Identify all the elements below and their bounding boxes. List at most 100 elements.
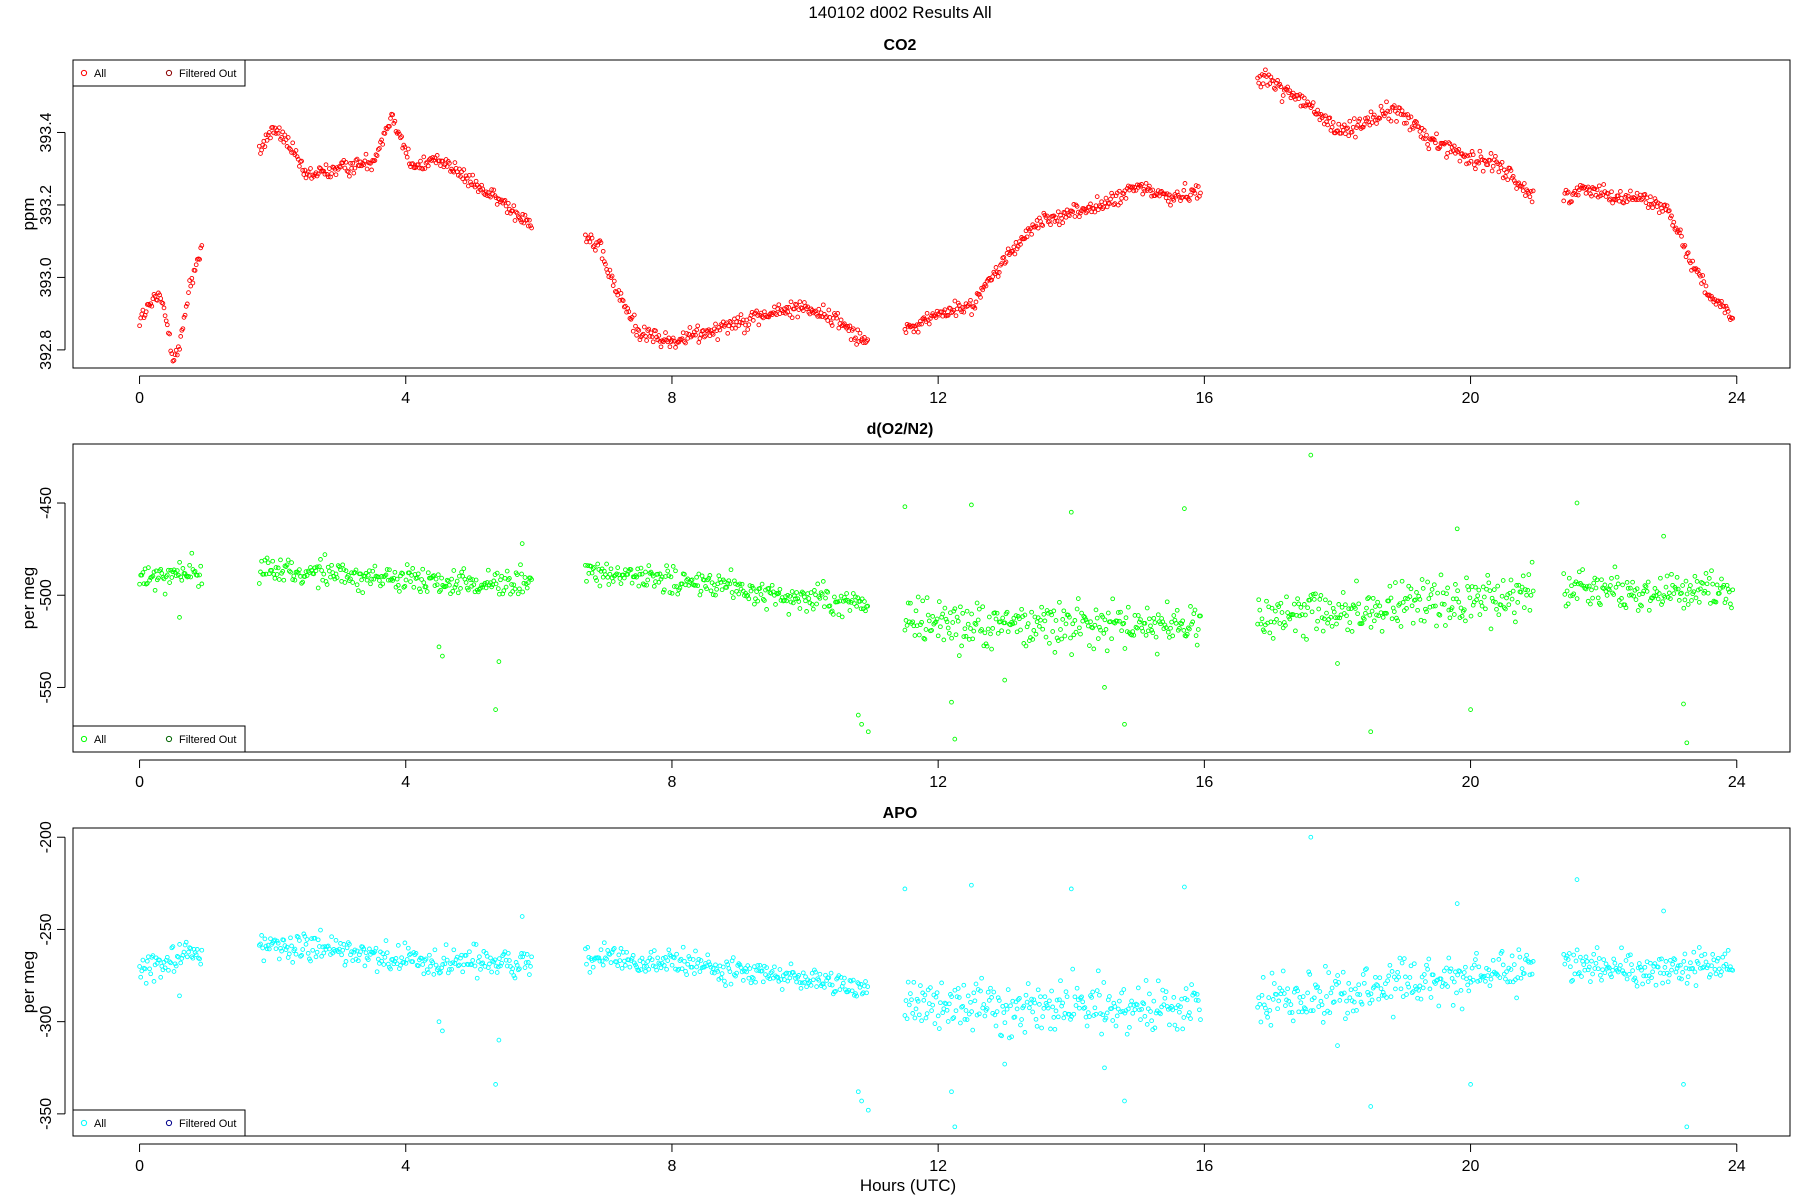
data-point — [1720, 954, 1726, 960]
data-point — [598, 568, 604, 574]
data-point — [593, 247, 598, 253]
data-point — [1275, 1006, 1280, 1012]
data-point — [762, 598, 767, 603]
data-point — [784, 970, 789, 976]
data-point — [1628, 188, 1633, 194]
data-point — [990, 274, 996, 279]
data-point — [600, 962, 606, 968]
data-point — [1590, 595, 1595, 601]
data-point — [494, 970, 500, 975]
data-point — [288, 569, 293, 575]
data-point — [479, 961, 484, 967]
data-point — [488, 194, 493, 200]
data-point — [742, 968, 747, 974]
data-point — [1703, 571, 1709, 576]
data-point — [1313, 591, 1318, 597]
data-point — [186, 949, 191, 955]
data-point — [472, 963, 478, 969]
data-point — [618, 290, 624, 296]
data-point — [860, 990, 866, 996]
data-point — [1129, 998, 1134, 1004]
data-point — [682, 571, 687, 577]
data-point — [802, 300, 807, 305]
data-point — [276, 577, 282, 582]
data-point — [1012, 251, 1018, 257]
data-point — [1623, 605, 1629, 611]
data-point — [424, 589, 430, 594]
data-point — [1277, 621, 1283, 626]
data-point — [865, 603, 871, 609]
data-point — [1122, 1098, 1127, 1104]
data-point — [913, 608, 919, 614]
data-point — [314, 564, 320, 570]
data-point — [1100, 1012, 1106, 1018]
data-point — [1708, 296, 1713, 302]
data-point — [1109, 1006, 1114, 1011]
data-point — [969, 611, 974, 617]
data-point — [1524, 592, 1529, 598]
data-point — [404, 154, 410, 160]
data-point — [1692, 573, 1698, 579]
legend-marker — [80, 735, 88, 743]
data-point — [814, 984, 819, 989]
data-point — [1021, 1003, 1027, 1009]
data-point — [1633, 979, 1639, 984]
data-point — [1105, 610, 1111, 616]
data-point — [1301, 1005, 1307, 1011]
data-point — [421, 971, 427, 977]
data-point — [1307, 597, 1313, 603]
data-point — [447, 582, 452, 588]
data-point — [1449, 605, 1455, 610]
data-point — [1479, 603, 1485, 609]
data-point — [431, 573, 437, 578]
data-point — [737, 962, 743, 968]
data-point — [480, 186, 486, 192]
data-point — [697, 969, 703, 974]
data-point — [448, 961, 453, 966]
data-point — [972, 620, 978, 626]
data-point — [972, 998, 978, 1004]
data-point — [1008, 1003, 1013, 1009]
data-point — [499, 960, 504, 966]
data-point — [387, 124, 392, 129]
data-point — [1309, 609, 1315, 615]
data-point — [905, 979, 911, 985]
data-point — [978, 295, 983, 300]
data-point — [1589, 587, 1594, 593]
data-point — [697, 592, 703, 598]
data-point — [826, 307, 832, 313]
data-point — [634, 332, 639, 338]
data-point — [1188, 192, 1193, 198]
data-point — [1423, 979, 1428, 984]
data-point — [666, 947, 672, 953]
data-point — [1023, 643, 1029, 649]
data-point — [197, 956, 202, 962]
data-point — [1565, 601, 1571, 607]
data-point — [1591, 580, 1597, 586]
data-point — [759, 968, 765, 974]
data-point — [342, 580, 348, 585]
data-point — [1473, 957, 1478, 962]
data-point — [1426, 596, 1432, 601]
data-point — [1286, 998, 1292, 1004]
data-point — [285, 557, 291, 563]
data-point — [290, 960, 296, 965]
data-point — [166, 967, 171, 973]
data-point — [425, 570, 431, 576]
data-point — [1488, 976, 1494, 982]
data-point — [490, 958, 496, 964]
data-point — [399, 955, 404, 961]
data-point — [1470, 152, 1476, 158]
data-point — [913, 326, 919, 332]
data-point — [1018, 1022, 1023, 1028]
data-point — [139, 572, 145, 578]
series-all-co2 — [137, 67, 1736, 364]
panel-co2: CO2 0 4 8 12 16 20 24392.8393.0393.2393.4ppmAl… — [19, 37, 1791, 407]
data-point — [1147, 183, 1152, 189]
data-point — [958, 1020, 963, 1026]
data-point — [471, 582, 477, 588]
data-point — [1198, 613, 1203, 619]
data-point — [1189, 621, 1194, 627]
data-point — [1323, 963, 1328, 969]
data-point — [1015, 614, 1021, 619]
